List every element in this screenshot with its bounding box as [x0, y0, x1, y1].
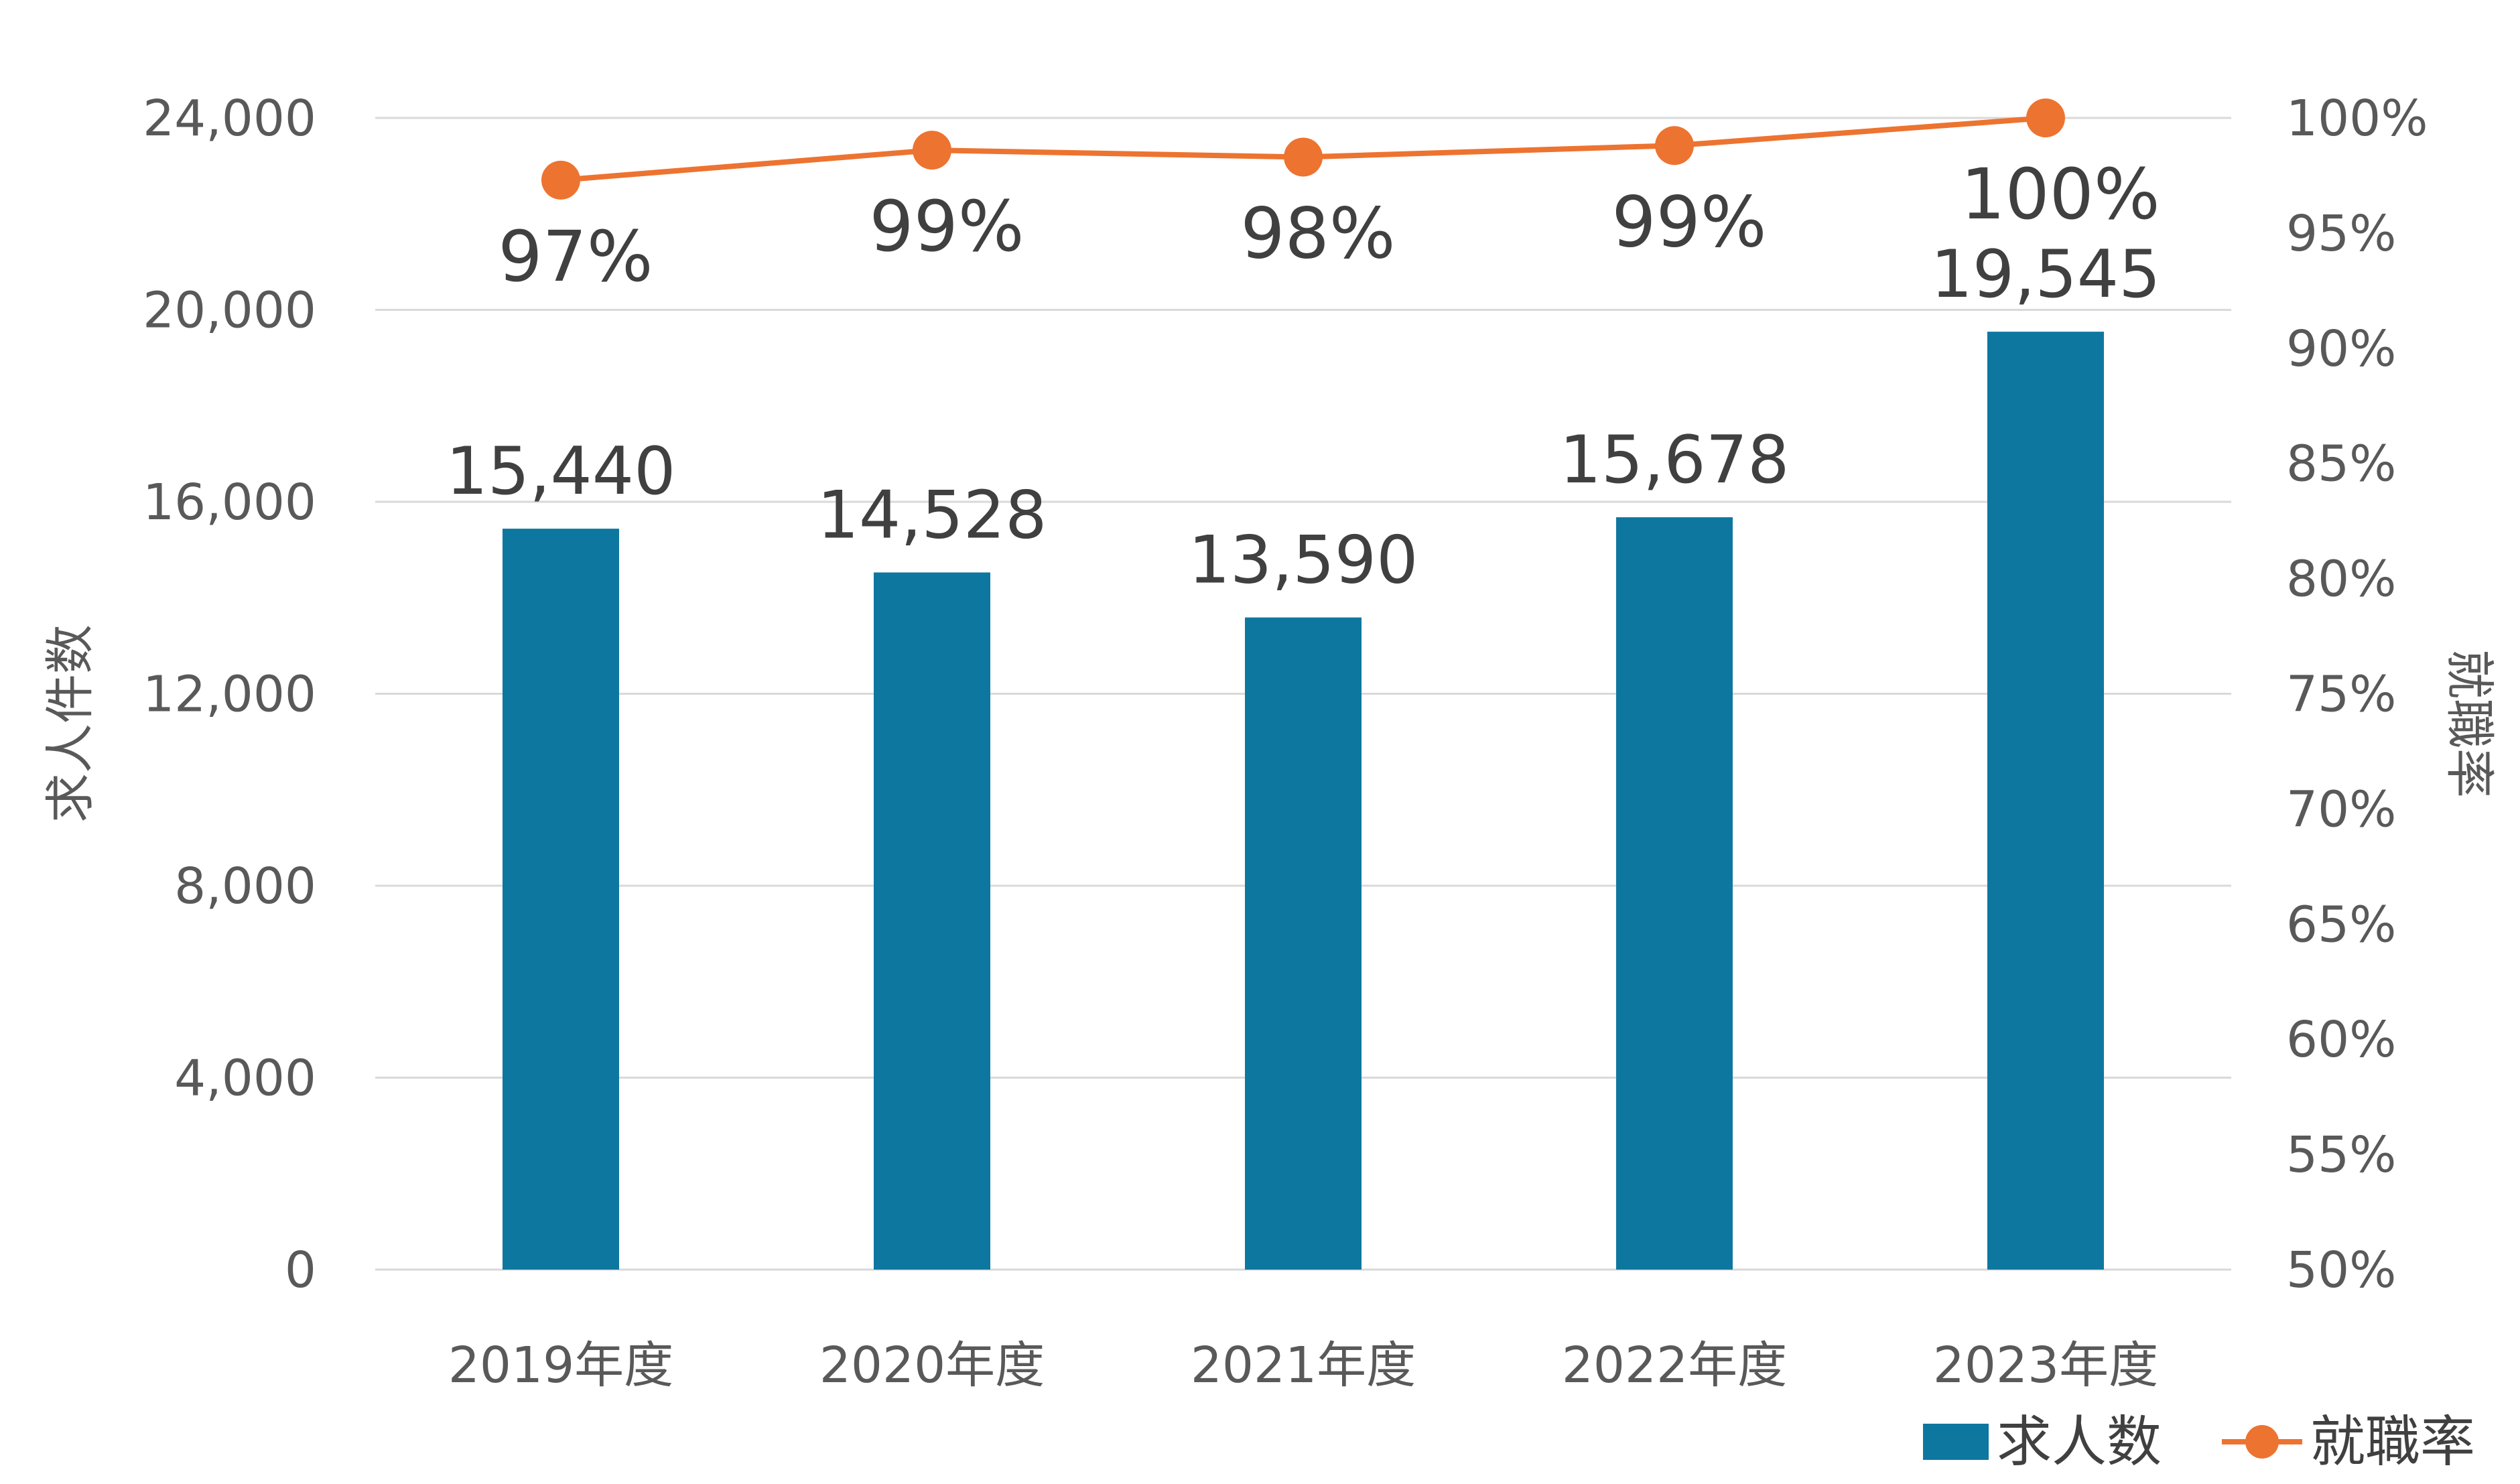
left-tick-label: 0 [285, 1241, 316, 1299]
bar-value-label: 15,678 [1560, 422, 1790, 498]
right-tick-label: 60% [2286, 1011, 2396, 1069]
bar [1245, 617, 1362, 1270]
data-labels: 15,440 14,528 13,590 15,678 19,545 97% 99% 98% 9… [446, 153, 2161, 599]
rate-point [541, 160, 580, 200]
bar [1616, 517, 1733, 1270]
rate-value-label: 99% [1611, 181, 1766, 263]
bar-value-label: 15,440 [446, 433, 676, 510]
bar-value-label: 13,590 [1189, 523, 1418, 599]
rate-point [1284, 137, 1323, 177]
rate-value-label: 100% [1961, 153, 2160, 235]
rate-point [2026, 98, 2065, 137]
rate-value-label: 98% [1240, 192, 1395, 274]
legend-line-label: 就職率 [2310, 1410, 2475, 1474]
bars [503, 332, 2104, 1270]
bar [1987, 332, 2104, 1270]
legend-bar-label: 求人数 [1997, 1410, 2162, 1474]
right-tick-label: 95% [2286, 205, 2396, 263]
category-label: 2020年度 [819, 1337, 1045, 1394]
right-axis-title: 就職率 [2440, 649, 2498, 798]
left-tick-label: 16,000 [143, 474, 316, 531]
right-tick-label: 100% [2286, 90, 2428, 147]
category-label: 2022年度 [1562, 1337, 1787, 1394]
bar [874, 572, 990, 1270]
left-tick-label: 4,000 [174, 1050, 316, 1107]
category-label: 2021年度 [1191, 1337, 1416, 1394]
category-label: 2019年度 [448, 1337, 673, 1394]
right-tick-label: 80% [2286, 551, 2396, 608]
bar-value-label: 14,528 [817, 477, 1047, 553]
rate-value-label: 99% [869, 186, 1024, 267]
right-tick-label: 55% [2286, 1126, 2396, 1184]
bar [503, 529, 619, 1270]
category-label: 2023年度 [1933, 1337, 2158, 1394]
left-tick-label: 12,000 [143, 666, 316, 724]
rate-point [1655, 126, 1694, 165]
right-tick-label: 70% [2286, 781, 2396, 838]
rate-line [541, 98, 2065, 200]
legend-bar-swatch [1923, 1424, 1989, 1460]
rate-value-label: 97% [498, 216, 653, 297]
right-tick-label: 90% [2286, 320, 2396, 378]
left-axis-title: 求人件数 [42, 624, 99, 823]
axes: 0 4,000 8,000 12,000 16,000 20,000 24,000 50% 55… [143, 90, 2428, 1394]
right-tick-label: 65% [2286, 896, 2396, 953]
legend-line-marker [2245, 1425, 2279, 1459]
left-tick-label: 8,000 [174, 858, 316, 915]
bar-value-label: 19,545 [1931, 237, 2161, 313]
left-tick-label: 24,000 [143, 90, 316, 147]
rate-point [913, 131, 951, 170]
right-tick-label: 85% [2286, 435, 2396, 493]
right-tick-label: 75% [2286, 666, 2396, 724]
legend: 求人数 就職率 [1923, 1410, 2475, 1474]
right-tick-label: 50% [2286, 1241, 2396, 1299]
left-tick-label: 20,000 [143, 282, 316, 340]
